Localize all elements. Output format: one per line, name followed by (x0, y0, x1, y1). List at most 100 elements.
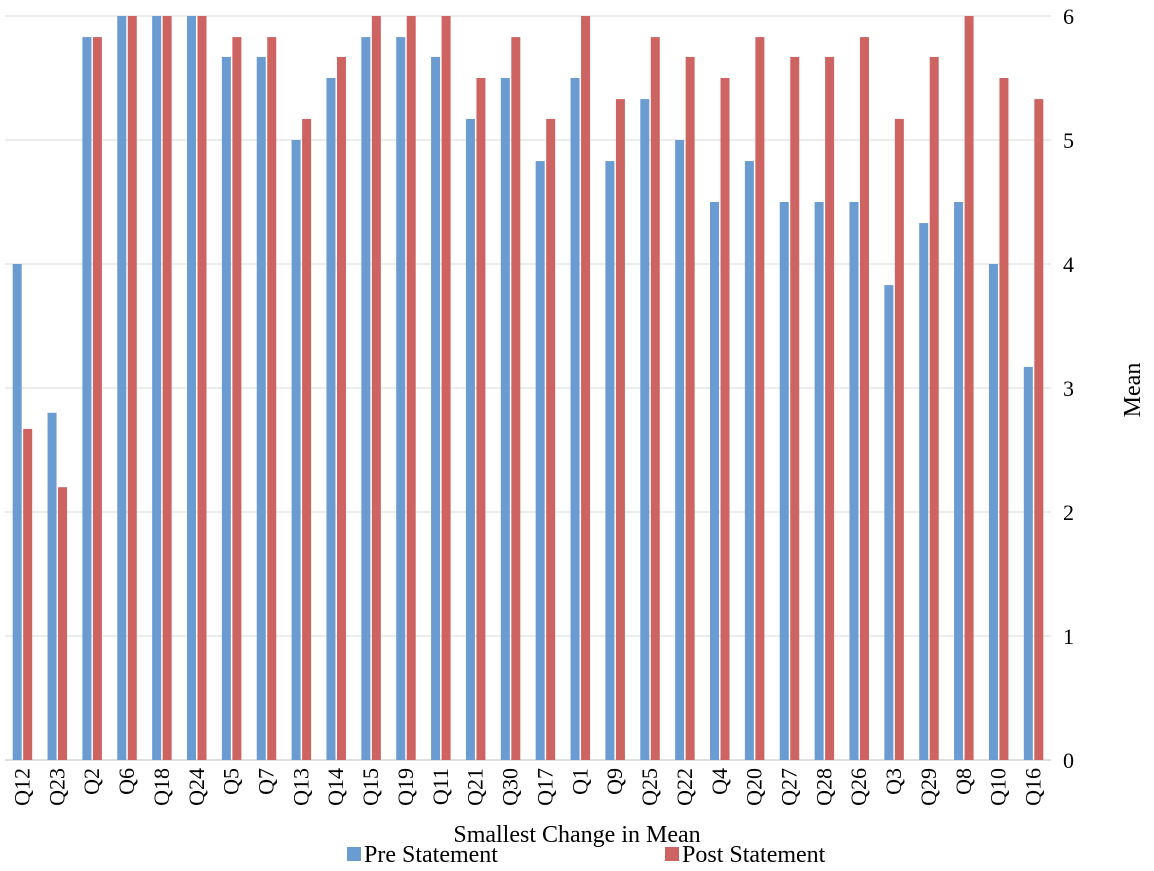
x-tick-label: Q11 (428, 768, 453, 805)
bar-post-q16 (1034, 99, 1044, 760)
bar-post-q11 (441, 16, 451, 760)
bar-post-q26 (859, 37, 869, 760)
y-tick-label: 2 (1063, 500, 1074, 525)
x-tick-label: Q2 (79, 768, 104, 795)
x-tick-label: Q20 (742, 768, 767, 806)
bar-post-q14 (336, 56, 346, 761)
bar-pre-q30 (500, 78, 510, 760)
x-tick-label: Q25 (637, 768, 662, 806)
bar-pre-q10 (988, 264, 998, 760)
bar-post-q5 (232, 37, 242, 760)
gridlines (5, 15, 1051, 761)
x-axis-ticks: Q12 Q23 Q2 Q6 Q18 Q24 Q5 Q7 Q13 Q14 Q15 Q19 Q11 Q21 Q3… (9, 768, 1045, 806)
x-tick-label: Q4 (707, 768, 732, 795)
bar-post-q24 (197, 16, 207, 760)
bar-post-q7 (267, 37, 277, 760)
bar-post-q15 (371, 16, 381, 760)
x-tick-label: Q9 (602, 768, 627, 795)
x-tick-label: Q28 (811, 768, 836, 806)
x-tick-label: Q15 (358, 768, 383, 806)
y-axis-title: Mean (1120, 363, 1146, 418)
bar-post-q28 (825, 56, 835, 761)
y-tick-label: 6 (1063, 4, 1074, 29)
bar-post-q6 (127, 16, 137, 760)
bar-post-q3 (894, 118, 904, 761)
bar-pre-q23 (47, 412, 57, 760)
bar-post-q12 (23, 428, 33, 760)
bar-pre-q4 (710, 202, 720, 760)
x-tick-label: Q26 (846, 768, 871, 806)
x-tick-label: Q18 (149, 768, 174, 806)
bar-post-q25 (650, 37, 660, 760)
y-tick-label: 5 (1063, 128, 1074, 153)
bar-pre-q17 (535, 161, 545, 760)
x-tick-label: Q22 (672, 768, 697, 806)
bar-post-q30 (511, 37, 521, 760)
bar-pre-q21 (465, 118, 475, 761)
bar-pre-q8 (954, 202, 964, 760)
x-tick-label: Q14 (323, 768, 348, 806)
bar-pre-q5 (221, 56, 231, 761)
bar-pre-q16 (1023, 366, 1033, 760)
x-tick-label: Q8 (951, 768, 976, 795)
x-tick-label: Q6 (114, 768, 139, 795)
bar-post-q29 (929, 56, 939, 761)
y-tick-label: 4 (1063, 252, 1074, 277)
bar-post-q20 (755, 37, 765, 760)
x-tick-label: Q7 (254, 768, 279, 795)
bar-post-q2 (92, 37, 102, 760)
x-tick-label: Q30 (498, 768, 523, 806)
bar-pre-q25 (640, 99, 650, 760)
bar-post-q17 (546, 118, 556, 761)
legend-swatch-pre-statement (347, 847, 361, 861)
y-tick-label: 3 (1063, 376, 1074, 401)
x-tick-label: Q29 (916, 768, 941, 806)
bar-post-q9 (615, 99, 625, 760)
bar-pre-q27 (779, 202, 789, 760)
bar-post-q10 (999, 78, 1009, 760)
x-tick-label: Q17 (532, 768, 557, 806)
y-tick-label: 1 (1063, 624, 1074, 649)
bar-pre-q24 (187, 16, 197, 760)
bar-pre-q14 (326, 78, 336, 760)
bar-pre-q1 (570, 78, 580, 760)
legend-swatch-post-statement (665, 847, 679, 861)
x-axis-title: Smallest Change in Mean (453, 822, 700, 848)
bar-post-q21 (476, 78, 486, 760)
x-tick-label: Q23 (44, 768, 69, 806)
x-tick-label: Q10 (986, 768, 1011, 806)
legend-label-post-statement: Post Statement (682, 842, 826, 868)
x-tick-label: Q21 (463, 768, 488, 806)
x-tick-label: Q13 (288, 768, 313, 806)
bar-pre-q18 (152, 16, 162, 760)
bar-pre-q29 (919, 223, 929, 760)
bar-post-q8 (964, 16, 974, 760)
bar-pre-q19 (396, 37, 406, 760)
bar-post-q23 (58, 487, 68, 760)
bars (12, 16, 1044, 761)
bar-pre-q9 (605, 161, 615, 760)
y-axis-ticks: 0 1 2 3 4 5 6 (1063, 4, 1074, 773)
bar-pre-q7 (256, 56, 266, 761)
bar-post-q19 (406, 16, 416, 760)
bar-pre-q28 (814, 202, 824, 760)
bar-post-q13 (302, 118, 312, 761)
y-tick-label: 0 (1063, 748, 1074, 773)
bar-pre-q20 (744, 161, 754, 760)
x-tick-label: Q5 (219, 768, 244, 795)
legend-label-pre-statement: Pre Statement (364, 842, 498, 868)
bar-pre-q13 (291, 140, 301, 760)
bar-pre-q2 (82, 37, 92, 760)
bar-post-q18 (162, 16, 172, 760)
x-tick-label: Q3 (881, 768, 906, 795)
bar-pre-q15 (361, 37, 371, 760)
bar-pre-q11 (431, 56, 441, 761)
x-tick-label: Q12 (9, 768, 34, 806)
x-tick-label: Q1 (567, 768, 592, 795)
bar-pre-q6 (117, 16, 127, 760)
x-tick-label: Q19 (393, 768, 418, 806)
bar-pre-q22 (675, 140, 685, 760)
legend: Pre Statement Post Statement (347, 842, 826, 868)
bar-pre-q26 (849, 202, 859, 760)
